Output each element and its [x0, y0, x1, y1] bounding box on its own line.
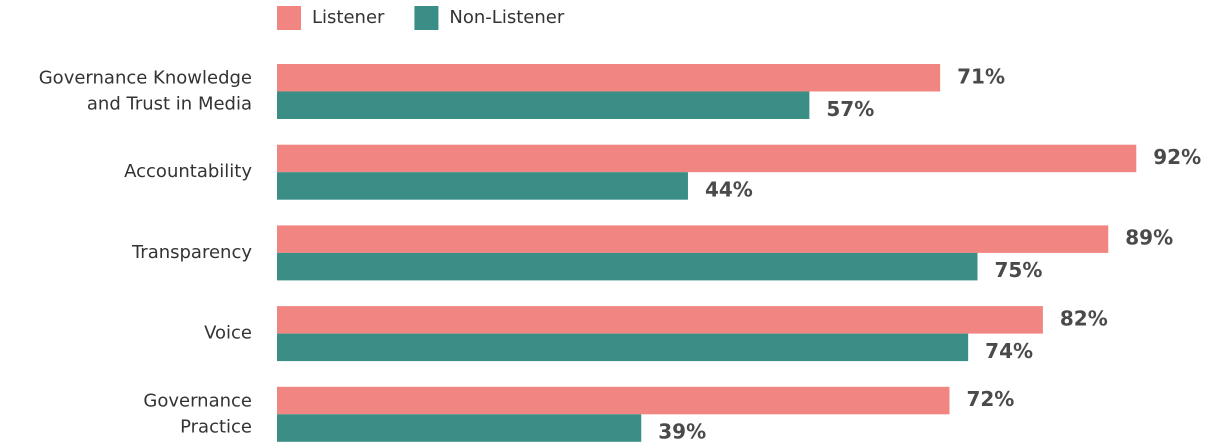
legend-swatch [414, 6, 439, 30]
category-label: and Trust in Media [87, 94, 252, 115]
category-label: Practice [180, 416, 252, 437]
category-label: Governance Knowledge [39, 68, 252, 89]
value-label: 75% [995, 258, 1043, 282]
bar [277, 414, 642, 442]
value-label: 72% [966, 387, 1014, 411]
category-label: Voice [204, 323, 252, 344]
value-label: 74% [985, 339, 1033, 363]
category-label: Transparency [131, 242, 252, 263]
legend-swatch [277, 6, 301, 30]
value-label: 92% [1153, 145, 1201, 169]
bar [277, 252, 978, 281]
bar [277, 172, 688, 200]
bar [277, 225, 1109, 253]
category-label: Governance [143, 390, 252, 411]
bar [277, 333, 969, 362]
bar [277, 306, 1043, 334]
value-label: 71% [957, 64, 1005, 88]
value-label: 39% [658, 420, 706, 444]
value-label: 44% [705, 177, 753, 201]
legend-label: Listener [312, 7, 385, 28]
bar [277, 386, 950, 415]
category-label: Accountability [124, 161, 252, 182]
legend-label: Non-Listener [449, 7, 564, 28]
value-label: 82% [1060, 306, 1108, 330]
bar [277, 91, 810, 119]
value-label: 57% [826, 97, 874, 121]
bar [277, 144, 1137, 173]
value-label: 89% [1125, 226, 1173, 250]
bar [277, 64, 941, 92]
